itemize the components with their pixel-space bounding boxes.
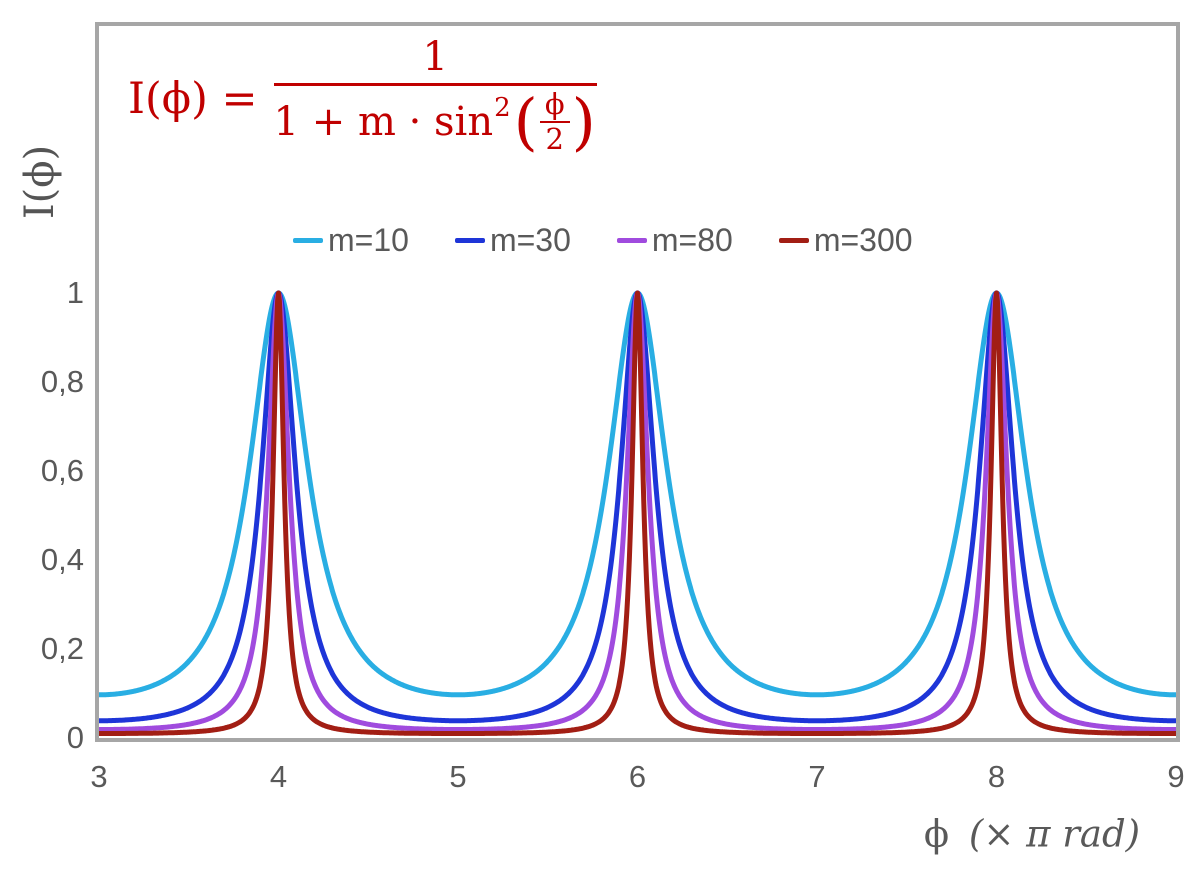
formula-close-paren: ) (571, 85, 596, 158)
legend-label: m=300 (813, 222, 913, 258)
formula-denominator: 1 + m · sin 2 ( ϕ 2 ) (274, 86, 597, 155)
legend-line-swatch (293, 238, 323, 243)
formula: I(ϕ) = 1 1 + m · sin 2 ( ϕ 2 ) (128, 32, 597, 155)
formula-inner-fraction: ϕ 2 (539, 89, 570, 156)
legend-item-m-80: m=80 (616, 222, 733, 259)
legend-item-m-300: m=300 (778, 222, 913, 259)
legend-line-swatch (778, 238, 809, 243)
formula-den-text: 1 + m · sin (273, 99, 494, 145)
x-tick-label: 3 (90, 759, 108, 794)
y-tick-label: 0 (66, 720, 84, 755)
y-tick-label: 0,4 (40, 542, 84, 577)
legend-line-swatch (454, 238, 485, 243)
legend: m=10 m=30 m=80 m=300 (293, 222, 913, 259)
y-tick-label: 0,2 (40, 631, 84, 666)
formula-numerator: 1 (273, 32, 597, 86)
formula-open-paren: ( (513, 85, 538, 158)
formula-inner-numerator: ϕ (539, 89, 570, 123)
x-tick-label: 5 (449, 759, 467, 794)
plot-area (95, 22, 1180, 742)
formula-fraction: 1 1 + m · sin 2 ( ϕ 2 ) (273, 32, 597, 155)
y-axis-title: I(ϕ) (17, 144, 63, 220)
legend-item-m-30: m=30 (454, 222, 571, 259)
x-tick-label: 7 (808, 759, 826, 794)
curve-m-300 (99, 290, 1176, 736)
curve-m-30 (99, 290, 1176, 724)
x-tick-label: 8 (987, 759, 1006, 794)
x-tick-label: 6 (628, 759, 647, 794)
curves-canvas (99, 290, 1176, 736)
legend-line-swatch (616, 238, 647, 243)
x-axis-title: ϕ (× π rad) (924, 813, 1140, 856)
formula-inner-denominator: 2 (545, 122, 564, 156)
y-tick-label: 1 (66, 275, 84, 310)
legend-label: m=30 (489, 222, 571, 258)
legend-label: m=10 (328, 222, 409, 258)
curve-m-80 (99, 290, 1176, 732)
x-axis-title-phi: ϕ (923, 812, 950, 856)
x-tick-label: 9 (1167, 759, 1185, 794)
x-axis-title-units: (× π rad) (968, 812, 1141, 856)
x-tick-label: 4 (269, 759, 288, 794)
y-tick-label: 0,6 (40, 453, 84, 488)
legend-item-m-10: m=10 (293, 222, 409, 259)
y-tick-label: 0,8 (40, 364, 84, 399)
formula-lhs: I(ϕ) = (128, 73, 258, 124)
legend-label: m=80 (651, 222, 733, 258)
formula-exponent: 2 (494, 93, 511, 123)
